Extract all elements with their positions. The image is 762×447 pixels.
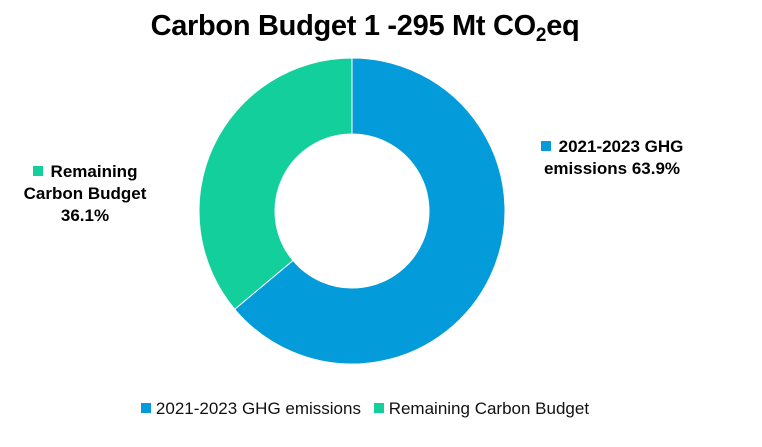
legend-item-ghg[interactable]: 2021-2023 GHG emissions (140, 399, 361, 419)
data-label-ghg: 2021-2023 GHG emissions 63.9% (512, 136, 712, 180)
legend-swatch-remaining (373, 403, 384, 413)
legend-swatch-ghg (140, 403, 151, 413)
ghg-swatch (540, 141, 551, 151)
data-label-remaining: Remaining Carbon Budget 36.1% (23, 162, 147, 225)
legend-item-remaining[interactable]: Remaining Carbon Budget (373, 399, 589, 419)
remaining-swatch (32, 166, 43, 176)
donut-slice-remaining-budget[interactable] (198, 57, 353, 310)
legend: 2021-2023 GHG emissions Remaining Carbon… (0, 399, 730, 419)
chart-title: Carbon Budget 1 -295 Mt CO2eq (150, 10, 580, 46)
donut-slice-ghg-emissions[interactable] (234, 57, 506, 365)
